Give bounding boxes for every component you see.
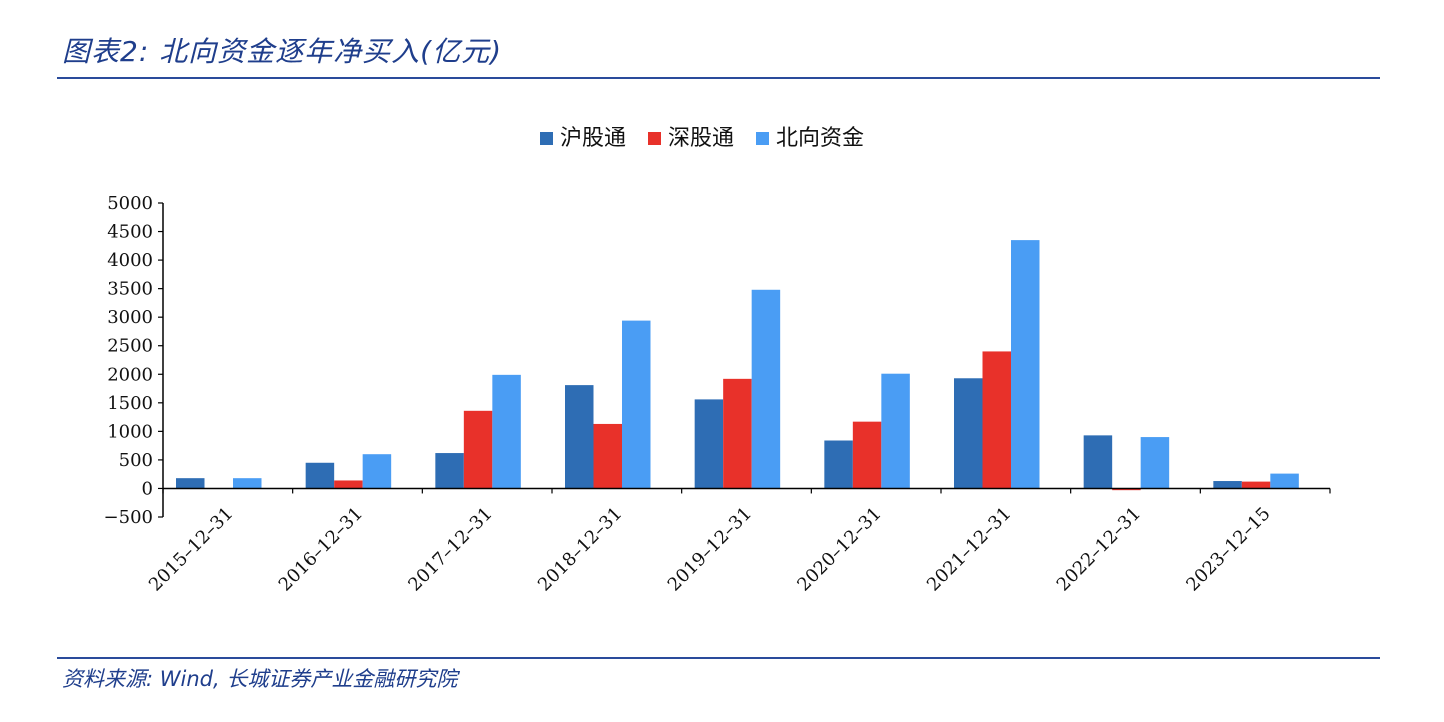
y-tick-label: 4500	[107, 222, 153, 243]
bar	[593, 423, 622, 489]
bar	[1213, 481, 1242, 489]
x-tick-label: 2023–12–15	[1182, 503, 1274, 595]
x-tick-label: 2017–12–31	[404, 503, 496, 595]
y-tick-label: 2500	[107, 336, 153, 357]
legend-label: 深股通	[668, 126, 734, 151]
bar	[954, 378, 983, 489]
bar	[723, 378, 752, 489]
bar	[176, 478, 205, 489]
y-tick-label: −500	[104, 507, 153, 528]
source-note: 资料来源: Wind, 长城证券产业金融研究院	[62, 667, 458, 691]
bar	[1140, 437, 1170, 489]
title-rule	[57, 77, 1380, 79]
x-axis: 2015–12–31 2016–12–31 2017–12–31 2018–12–31…	[145, 487, 1331, 596]
bar	[1241, 481, 1271, 489]
source-rule	[57, 657, 1380, 659]
bar	[463, 410, 493, 489]
y-tick-label: 2000	[107, 364, 153, 385]
bar	[751, 289, 781, 489]
legend-swatch	[540, 132, 553, 145]
bar	[305, 462, 335, 489]
y-tick-label: 500	[119, 450, 153, 471]
y-tick-label: 3000	[107, 307, 153, 328]
bar	[1112, 488, 1141, 491]
bar	[362, 454, 392, 489]
y-tick-label: 1000	[107, 421, 153, 442]
x-tick-label: 2019–12–31	[664, 503, 756, 595]
chart-bars	[176, 240, 1299, 491]
chart-legend: 沪股通 深股通 北向资金	[540, 126, 864, 151]
legend-label: 沪股通	[560, 126, 626, 151]
legend-label: 北向资金	[776, 126, 864, 151]
bar	[1270, 473, 1299, 489]
bar	[982, 351, 1011, 489]
bar	[1011, 240, 1040, 489]
x-tick-label: 2016–12–31	[275, 503, 367, 595]
bar	[492, 374, 521, 489]
y-tick-label: 5000	[107, 193, 153, 214]
y-tick-label: 0	[142, 478, 153, 499]
bar	[824, 440, 853, 489]
y-tick-label: 3500	[107, 279, 153, 300]
bar	[622, 320, 651, 489]
x-tick-label: 2022–12–31	[1053, 503, 1145, 595]
bar	[1083, 435, 1113, 489]
bar	[852, 421, 882, 489]
bar	[881, 373, 910, 489]
bar	[565, 385, 594, 489]
x-tick-label: 2020–12–31	[793, 503, 885, 595]
bar	[694, 399, 724, 489]
figure-title: 图表2: 北向资金逐年净买入(亿元)	[62, 35, 502, 68]
bar	[233, 478, 262, 489]
y-tick-label: 4000	[107, 250, 153, 271]
y-tick-label: 1500	[107, 393, 153, 414]
x-tick-label: 2021–12–31	[923, 503, 1015, 595]
x-tick-label: 2018–12–31	[534, 503, 626, 595]
bar	[435, 453, 464, 489]
y-axis: −500 0 500 1000 1500 2000 2500 3000 3500 4000 4500…	[104, 193, 164, 528]
bar	[334, 480, 363, 489]
legend-swatch	[756, 132, 769, 145]
legend-swatch	[648, 132, 661, 145]
